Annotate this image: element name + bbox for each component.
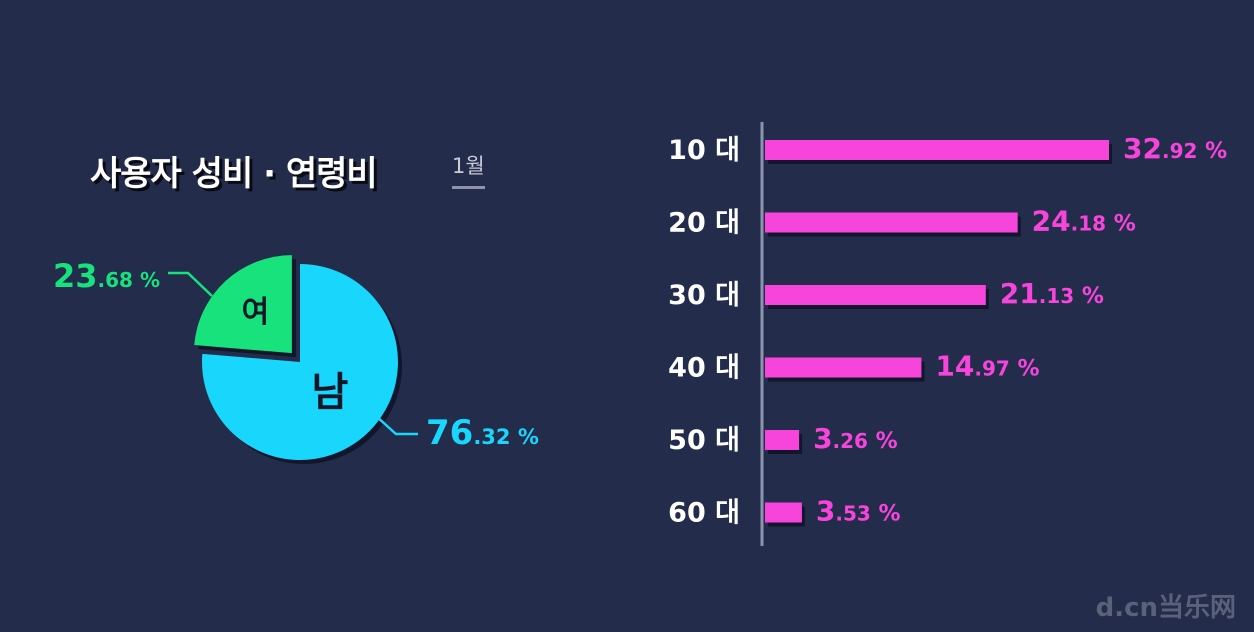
age-bar-value-int: 14 <box>935 350 974 383</box>
age-bar-value-dec: .53 <box>835 502 870 526</box>
male-percent-unit: % <box>511 425 539 449</box>
age-bar-value-unit: % <box>1197 139 1227 164</box>
age-bar-value-label: 24.18 % <box>1032 205 1136 238</box>
age-bar-value-dec: .97 <box>974 357 1009 381</box>
chart-title: 사용자 성비 · 연령비 <box>90 154 378 194</box>
age-bar-value-label: 32.92 % <box>1123 132 1227 165</box>
male-percent-dec: .32 <box>473 425 510 449</box>
pie-slice-female <box>194 255 292 354</box>
age-bar <box>765 502 802 523</box>
age-bar-value-dec: .26 <box>833 429 868 453</box>
age-bar-value-label: 3.26 % <box>813 422 898 455</box>
age-bar-value-label: 21.13 % <box>1000 277 1104 310</box>
female-leader-line <box>168 271 213 297</box>
pie-slice-label: 남 <box>311 369 348 415</box>
male-leader-line <box>375 415 418 436</box>
age-bar-value-dec: .92 <box>1162 139 1197 163</box>
age-bar <box>765 430 800 450</box>
male-percent-int: 76 <box>426 413 473 453</box>
age-bar-value-unit: % <box>871 502 901 527</box>
age-bar-value-unit: % <box>868 429 898 454</box>
age-bar-chart: 10 대 32.92 % 20 대 24.18 % 30 대 21.13 % 40 대 14.… <box>668 122 1227 546</box>
age-category-label: 40 대 <box>668 353 740 384</box>
age-category-label: 60 대 <box>668 498 740 529</box>
pie-slice-label: 여 <box>242 295 270 330</box>
age-category-label: 20 대 <box>668 208 740 239</box>
age-bar <box>765 285 986 305</box>
age-category-label: 50 대 <box>668 425 740 456</box>
female-percent-unit: % <box>133 268 160 292</box>
age-category-label: 30 대 <box>668 280 740 311</box>
female-percent-dec: .68 <box>98 268 133 292</box>
age-bar-value-int: 3 <box>816 495 835 528</box>
age-bar-value-unit: % <box>1010 357 1040 382</box>
pie-slice-male <box>202 264 398 460</box>
age-bar-value-int: 32 <box>1123 132 1162 165</box>
age-bar <box>765 357 922 378</box>
age-bar-value-label: 14.97 % <box>935 350 1039 383</box>
watermark-logo: d.cn当乐网 <box>1095 593 1236 623</box>
age-category-label: 10 대 <box>668 135 740 166</box>
age-bar-value-unit: % <box>1074 284 1104 309</box>
age-bar <box>765 212 1018 233</box>
age-bar-value-dec: .18 <box>1071 212 1106 236</box>
age-bar-value-int: 21 <box>1000 277 1039 310</box>
age-bar-value-label: 3.53 % <box>816 495 901 528</box>
age-bar-value-int: 24 <box>1032 205 1071 238</box>
period-label: 1월 <box>452 150 485 189</box>
age-bar-value-dec: .13 <box>1039 284 1074 308</box>
female-percent-label: 23.68 % <box>53 257 160 295</box>
age-bar-value-unit: % <box>1106 212 1136 237</box>
male-percent-label: 76.32 % <box>426 413 539 453</box>
age-bar <box>765 140 1109 160</box>
female-percent-int: 23 <box>53 257 98 295</box>
age-bar-value-int: 3 <box>813 422 832 455</box>
